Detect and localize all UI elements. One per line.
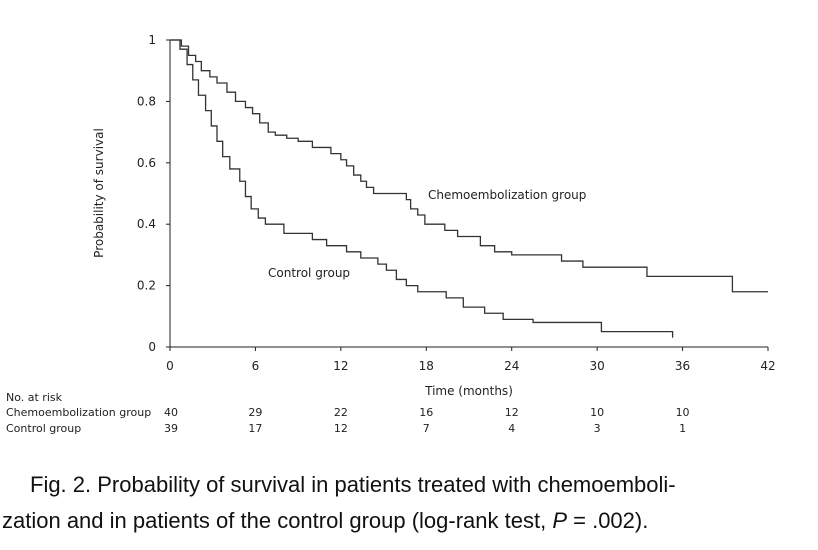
control-group-label: Control group (268, 266, 350, 280)
x-tick-label: 42 (760, 359, 775, 373)
chart-ticks: 0 0.2 0.4 0.6 0.8 1 0 6 12 18 24 30 36 42 (137, 33, 776, 373)
at-risk-control-value: 7 (423, 422, 430, 435)
at-risk-control-value: 3 (594, 422, 601, 435)
x-axis-title: Time (months) (424, 384, 513, 398)
control-survival-curve (170, 39, 674, 338)
at-risk-table: No. at risk Chemoembolization group Cont… (6, 391, 690, 435)
caption-line-1: Fig. 2. Probability of survival in patie… (30, 472, 676, 497)
chart-axes (169, 40, 768, 348)
y-tick-label: 0 (148, 340, 156, 354)
at-risk-control-value: 12 (334, 422, 348, 435)
x-tick-label: 24 (504, 359, 519, 373)
at-risk-control-value: 39 (164, 422, 178, 435)
y-tick-label: 0.8 (137, 94, 156, 108)
at-risk-chemo-value: 10 (676, 406, 690, 419)
y-tick-label: 1 (148, 33, 156, 47)
caption-line-2-text: zation and in patients of the control gr… (2, 508, 553, 533)
at-risk-control-value: 17 (248, 422, 262, 435)
chemo-survival-curve (170, 39, 768, 293)
x-tick-label: 12 (333, 359, 348, 373)
at-risk-control-value: 1 (679, 422, 686, 435)
x-tick-label: 36 (675, 359, 690, 373)
at-risk-chemo-value: 12 (505, 406, 519, 419)
x-tick-label: 30 (590, 359, 605, 373)
caption-line-2-end: = .002). (567, 508, 649, 533)
at-risk-chemo-value: 29 (248, 406, 262, 419)
y-tick-label: 0.2 (137, 279, 156, 293)
at-risk-chemo-value: 40 (164, 406, 178, 419)
at-risk-chemo-value: 16 (419, 406, 433, 419)
x-tick-label: 6 (252, 359, 260, 373)
caption-p-symbol: P (552, 508, 568, 533)
y-tick-label: 0.4 (137, 217, 156, 231)
x-tick-label: 0 (166, 359, 174, 373)
at-risk-chemo-value: 22 (334, 406, 348, 419)
chemo-group-label: Chemoembolization group (428, 188, 586, 202)
at-risk-chemo-label: Chemoembolization group (6, 406, 151, 419)
y-axis-title: Probability of survival (92, 128, 106, 258)
at-risk-control-value: 4 (508, 422, 515, 435)
caption-line-2: zation and in patients of the control gr… (2, 504, 648, 538)
chart-curves (170, 39, 768, 338)
at-risk-header: No. at risk (6, 391, 63, 404)
x-tick-label: 18 (419, 359, 434, 373)
at-risk-chemo-value: 10 (590, 406, 604, 419)
at-risk-control-label: Control group (6, 422, 81, 435)
y-tick-label: 0.6 (137, 156, 156, 170)
